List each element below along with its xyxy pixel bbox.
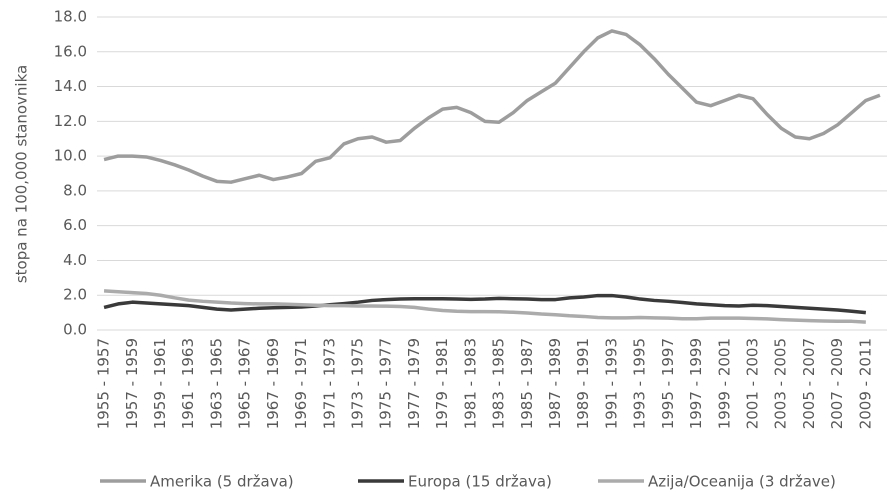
y-tick-label: 10.0 xyxy=(54,147,87,165)
legend-label: Amerika (5 država) xyxy=(150,473,294,491)
x-tick-label: 1969 - 1971 xyxy=(292,338,310,429)
x-tick-label: 1973 - 1975 xyxy=(348,338,366,429)
x-tick-label: 1959 - 1961 xyxy=(151,338,169,429)
x-tick-label: 1999 - 2001 xyxy=(715,338,733,429)
series-line xyxy=(103,289,866,324)
x-tick-label: 1981 - 1983 xyxy=(461,338,479,429)
x-tick-label: 2007 - 2009 xyxy=(828,338,846,429)
legend-label: Europa (15 država) xyxy=(408,473,552,491)
y-tick-label: 18.0 xyxy=(54,8,87,26)
x-tick-label: 1991 - 1993 xyxy=(602,338,620,429)
x-tick-label: 1963 - 1965 xyxy=(207,338,225,429)
y-tick-label: 14.0 xyxy=(54,77,87,95)
x-tick-label: 1975 - 1977 xyxy=(377,338,395,429)
x-tick-label: 1957 - 1959 xyxy=(123,338,141,429)
legend-label: Azija/Oceanija (3 države) xyxy=(648,473,836,491)
x-tick-label: 1967 - 1969 xyxy=(264,338,282,429)
x-tick-label: 2001 - 2003 xyxy=(743,338,761,429)
x-tick-label: 1971 - 1973 xyxy=(320,338,338,429)
x-tick-label: 1985 - 1987 xyxy=(518,338,536,429)
y-tick-label: 4.0 xyxy=(63,251,87,269)
y-tick-label: 0.0 xyxy=(63,321,87,339)
y-tick-label: 12.0 xyxy=(54,112,87,130)
x-tick-label: 2009 - 2011 xyxy=(856,338,874,429)
x-tick-label: 1965 - 1967 xyxy=(236,338,254,429)
y-tick-label: 8.0 xyxy=(63,181,87,199)
x-tick-label: 1993 - 1995 xyxy=(631,338,649,429)
x-tick-label: 1961 - 1963 xyxy=(179,338,197,429)
y-tick-label: 2.0 xyxy=(63,286,87,304)
x-tick-label: 1979 - 1981 xyxy=(433,338,451,429)
x-tick-label: 1995 - 1997 xyxy=(659,338,677,429)
x-tick-label: 1997 - 1999 xyxy=(687,338,705,429)
y-tick-label: 16.0 xyxy=(54,42,87,60)
x-tick-label: 1983 - 1985 xyxy=(490,338,508,429)
y-tick-label: 6.0 xyxy=(63,216,87,234)
x-tick-label: 1977 - 1979 xyxy=(405,338,423,429)
x-tick-label: 1987 - 1989 xyxy=(546,338,564,429)
series-line xyxy=(103,293,867,315)
series-line xyxy=(103,29,881,184)
x-tick-label: 2003 - 2005 xyxy=(772,338,790,429)
x-tick-label: 1989 - 1991 xyxy=(574,338,592,429)
x-tick-label: 1955 - 1957 xyxy=(95,338,113,429)
y-axis-label: stopa na 100,000 stanovnika xyxy=(13,65,31,283)
x-tick-label: 2005 - 2007 xyxy=(800,338,818,429)
